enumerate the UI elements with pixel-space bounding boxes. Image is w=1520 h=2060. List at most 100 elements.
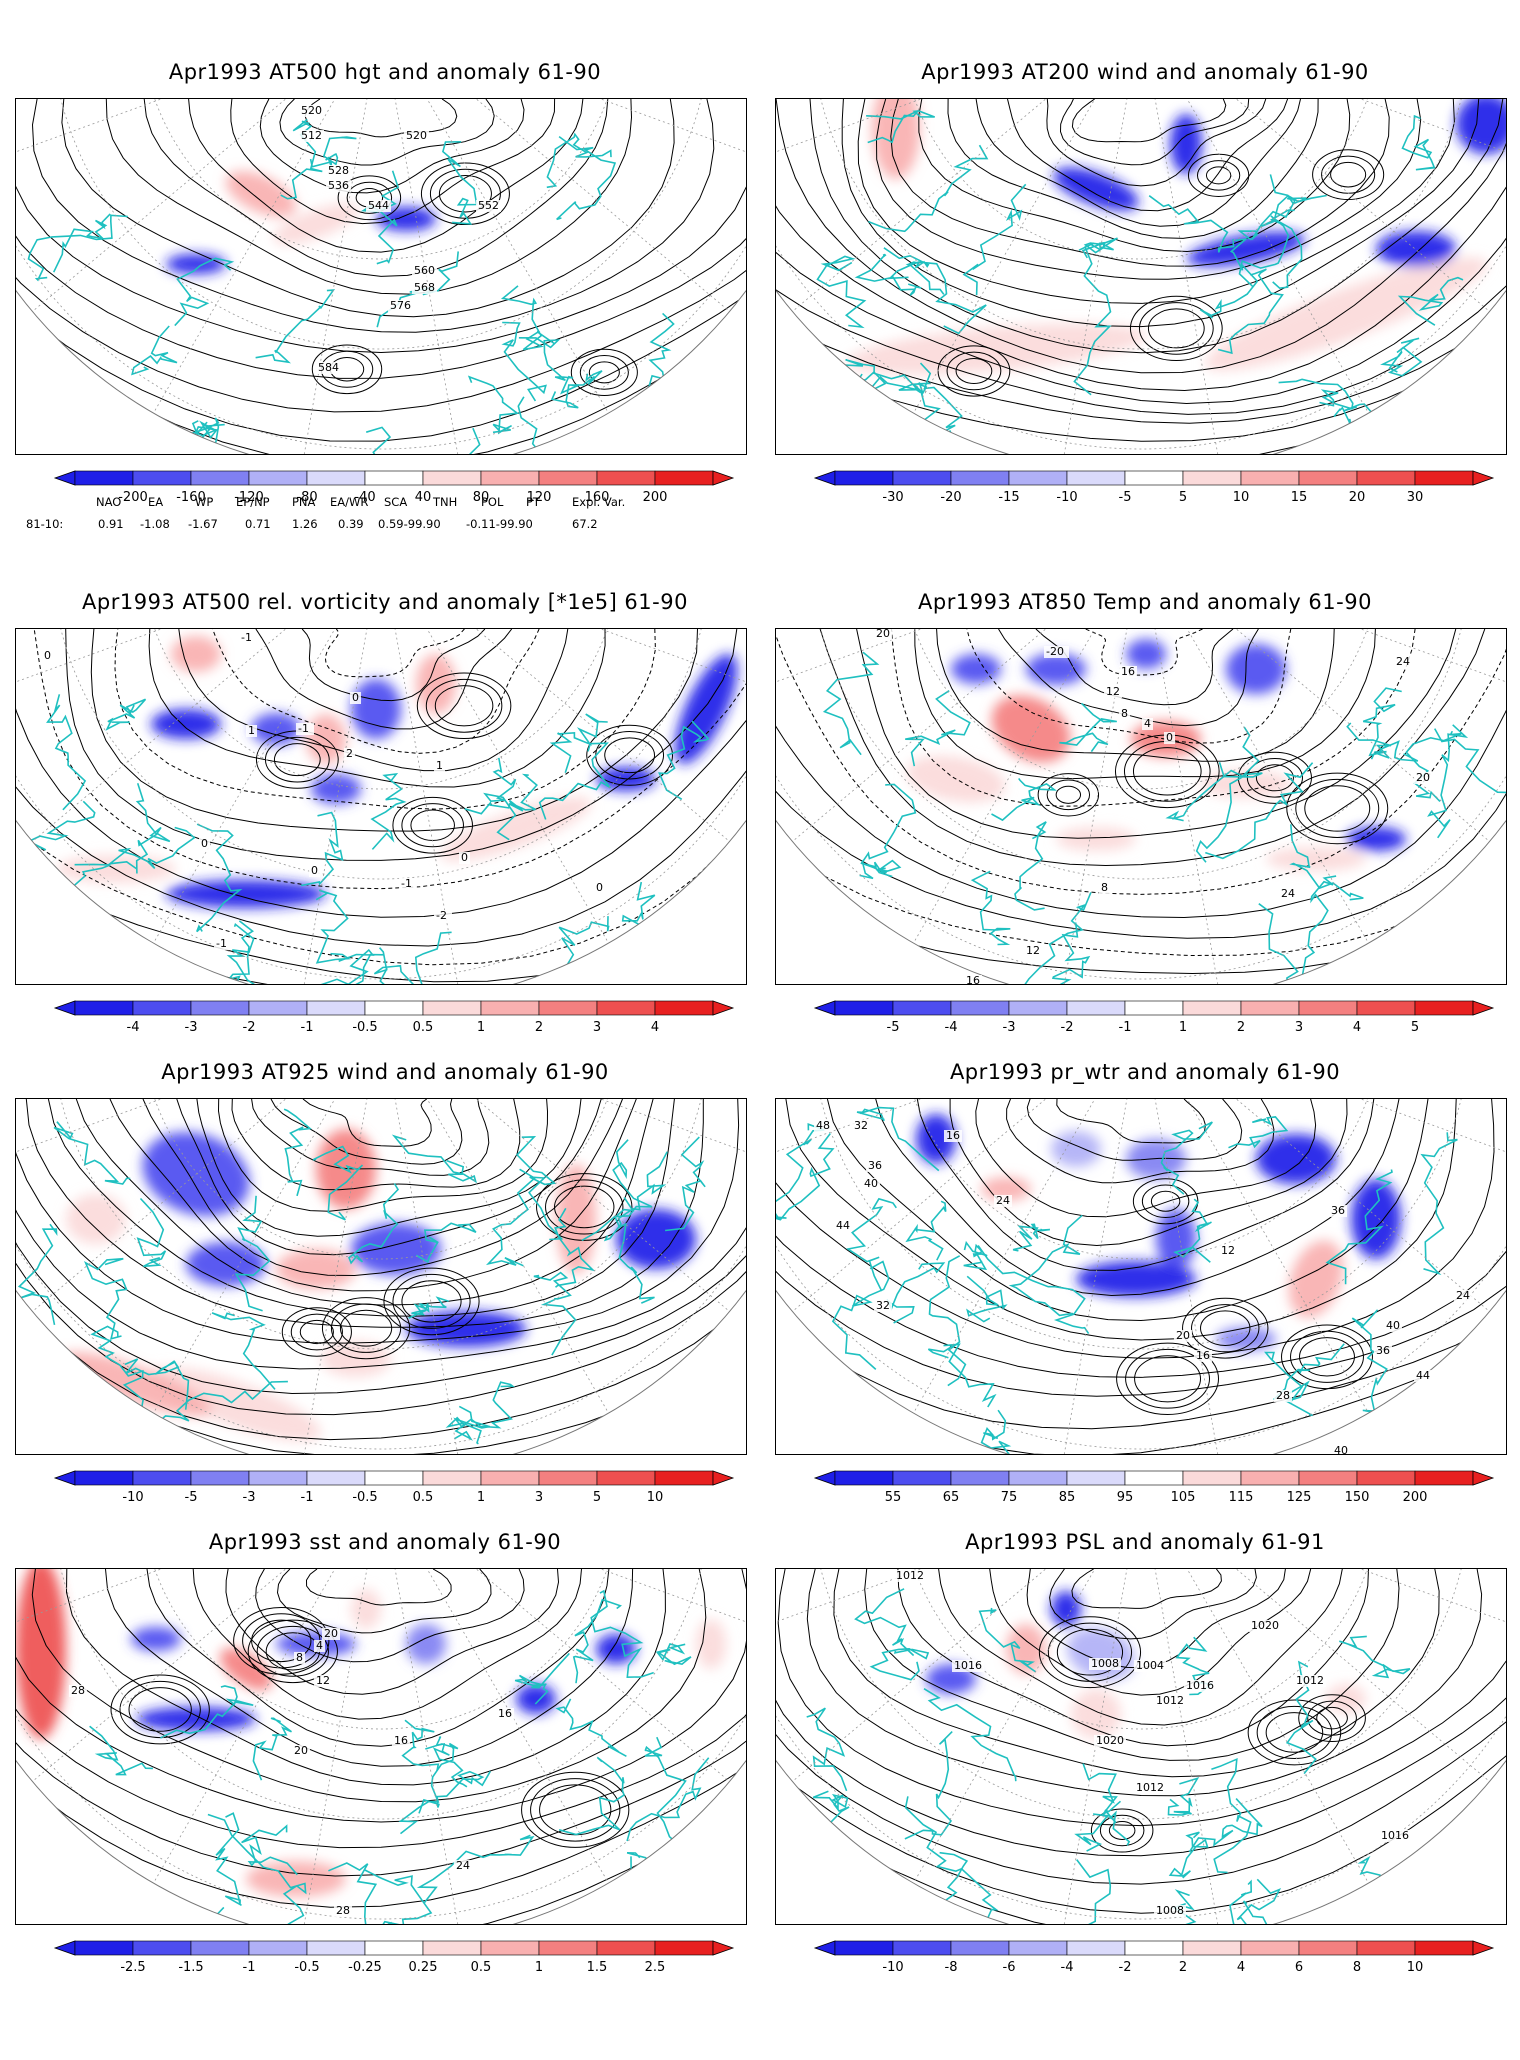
colorbar: -10 -5 -3 -1 -0.5 0.5 1 3 5 10 xyxy=(53,1470,735,1511)
colorbar-tick-label: 200 xyxy=(1403,1490,1428,1505)
contour-label: 20 xyxy=(876,629,890,640)
contour-label: 0 xyxy=(352,691,359,704)
contour-label: 32 xyxy=(854,1119,868,1132)
contour-label: 0 xyxy=(311,864,318,877)
colorbar-tick-label: -2 xyxy=(1061,1020,1074,1035)
colorbar-tick-label: 2.5 xyxy=(645,1960,666,1975)
contour-label: 24 xyxy=(1396,655,1410,668)
map-area: 520 512 520 528 536 544 552 560 568 576 584 xyxy=(15,98,747,455)
contour-label: 40 xyxy=(864,1177,878,1190)
polar-map xyxy=(776,99,1506,454)
contour-label: 1004 xyxy=(1136,1659,1164,1672)
colorbar-tick-label: -160 xyxy=(176,490,206,505)
colorbar-tick-label: -6 xyxy=(1003,1960,1016,1975)
contour-label: 20 xyxy=(324,1627,338,1640)
contour-label: 2 xyxy=(346,747,353,760)
colorbar-tick-label: -1 xyxy=(243,1960,256,1975)
colorbar-tick-label: 4 xyxy=(651,1020,659,1035)
colorbar-tick-label: -1 xyxy=(301,1020,314,1035)
contour-label: 44 xyxy=(836,1219,850,1232)
panel-title: Apr1993 PSL and anomaly 61-91 xyxy=(965,1530,1325,1554)
colorbar-tick-label: -5 xyxy=(887,1020,900,1035)
map-area: 0 -1 1 -1 0 2 0 1 -1 0 -2 -1 0 0 xyxy=(15,628,747,985)
contour-label: 1016 xyxy=(1186,1679,1214,1692)
colorbar-tick-label: -1.5 xyxy=(178,1960,203,1975)
colorbar-tick-label: 1 xyxy=(1179,1020,1187,1035)
contour-label: 12 xyxy=(1026,944,1040,957)
contour-label: 36 xyxy=(868,1159,882,1172)
contour-label: 536 xyxy=(328,179,349,192)
contour-label: 4 xyxy=(316,1639,323,1652)
panel-sst: Apr1993 sst and anomaly 61-90 28 20 12 8 4 16 2… xyxy=(15,1530,755,2060)
colorbar-tick-label: -200 xyxy=(118,490,148,505)
colorbar-tick-label: 3 xyxy=(593,1020,601,1035)
colorbar-tick-label: 2 xyxy=(1179,1960,1187,1975)
contour-label: -1 xyxy=(298,722,309,735)
contour-label: 40 xyxy=(1386,1319,1400,1332)
contour-label: 1020 xyxy=(1096,1734,1124,1747)
colorbar-tick-label: 80 xyxy=(473,490,490,505)
colorbar-tick-label: 55 xyxy=(885,1490,902,1505)
contour-label: 8 xyxy=(1101,881,1108,894)
colorbar: -10 -8 -6 -4 -2 2 4 6 8 10 xyxy=(813,1940,1495,1981)
polar-map: 20-201612840242081216242420 xyxy=(776,629,1506,984)
contour-label: 1012 xyxy=(1156,1694,1184,1707)
colorbar-tick-label: 125 xyxy=(1287,1490,1312,1505)
colorbar-tick-label: -40 xyxy=(354,490,375,505)
contour-label: -1 xyxy=(216,937,227,950)
contour-label: -1 xyxy=(401,877,412,890)
colorbar: 55 65 75 85 95 105 115 125 150 200 xyxy=(813,1470,1495,1511)
panel-title: Apr1993 AT500 rel. vorticity and anomaly… xyxy=(82,590,688,614)
colorbar-tick-label: 5 xyxy=(1411,1020,1419,1035)
colorbar-tick-label: -20 xyxy=(940,490,961,505)
colorbar-tick-label: -0.5 xyxy=(294,1960,319,1975)
panel-925-wind: Apr1993 AT925 wind and anomaly 61-90 -10 -… xyxy=(15,1060,755,1590)
panel-title: Apr1993 AT500 hgt and anomaly 61-90 xyxy=(168,60,602,84)
contour-label: 584 xyxy=(318,361,339,374)
map-area xyxy=(775,98,1507,455)
map-area xyxy=(15,1098,747,1455)
colorbar-tick-label: -1 xyxy=(301,1490,314,1505)
polar-map: 48 32 36 40 44 24 16 12 20 36 40 44 36 16 40 28 32 24 xyxy=(776,1099,1506,1454)
polar-map: 28 20 12 84 16 20 24 28 16 xyxy=(16,1569,746,1924)
panel-title: Apr1993 AT925 wind and anomaly 61-90 xyxy=(161,1060,609,1084)
contour-label: 16 xyxy=(966,974,980,984)
contour-label: 1016 xyxy=(954,1659,982,1672)
colorbar-tick-label: 120 xyxy=(527,490,552,505)
contour-label: -20 xyxy=(1046,645,1064,658)
colorbar-tick-label: 160 xyxy=(585,490,610,505)
contour-label: 28 xyxy=(71,1684,85,1697)
contour-label: 36 xyxy=(1331,1204,1345,1217)
contour-label: 28 xyxy=(1276,1389,1290,1402)
colorbar-tick-label: -15 xyxy=(998,490,1019,505)
colorbar-tick-label: 105 xyxy=(1171,1490,1196,1505)
colorbar-tick-label: -80 xyxy=(296,490,317,505)
contour-label: 520 xyxy=(301,104,322,117)
colorbar-tick-label: 15 xyxy=(1291,490,1308,505)
colorbar-tick-label: -10 xyxy=(122,1490,143,1505)
contour-label: 20 xyxy=(1176,1329,1190,1342)
contour-label: 36 xyxy=(1376,1344,1390,1357)
colorbar: -4 -3 -2 -1 -0.5 0.5 1 2 3 4 xyxy=(53,1000,735,1041)
contour-label: 1008 xyxy=(1156,1904,1184,1917)
contour-label: 544 xyxy=(368,199,389,212)
colorbar-tick-label: 0.5 xyxy=(413,1490,434,1505)
colorbar: -5 -4 -3 -2 -1 1 2 3 4 5 xyxy=(813,1000,1495,1041)
colorbar-tick-label: -120 xyxy=(234,490,264,505)
map-area: 28 20 12 8 4 16 20 24 28 16 xyxy=(15,1568,747,1925)
panel-psl: Apr1993 PSL and anomaly 61-91 1012 1016 102… xyxy=(775,1530,1515,2060)
contour-label: 0 xyxy=(201,837,208,850)
contour-label: 0 xyxy=(1166,731,1173,744)
contour-label: 1 xyxy=(248,724,255,737)
contour-label: 552 xyxy=(478,199,499,212)
colorbar-tick-label: 95 xyxy=(1117,1490,1134,1505)
colorbar-tick-label: 20 xyxy=(1349,490,1366,505)
colorbar-tick-label: 10 xyxy=(1407,1960,1424,1975)
colorbar-tick-label: 2 xyxy=(535,1020,543,1035)
contour-label: 4 xyxy=(1144,717,1151,730)
contour-label: 520 xyxy=(406,129,427,142)
colorbar-tick-label: -2 xyxy=(1119,1960,1132,1975)
colorbar-tick-label: -3 xyxy=(243,1490,256,1505)
